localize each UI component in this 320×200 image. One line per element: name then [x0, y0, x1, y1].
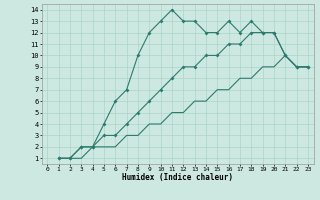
X-axis label: Humidex (Indice chaleur): Humidex (Indice chaleur) [122, 173, 233, 182]
